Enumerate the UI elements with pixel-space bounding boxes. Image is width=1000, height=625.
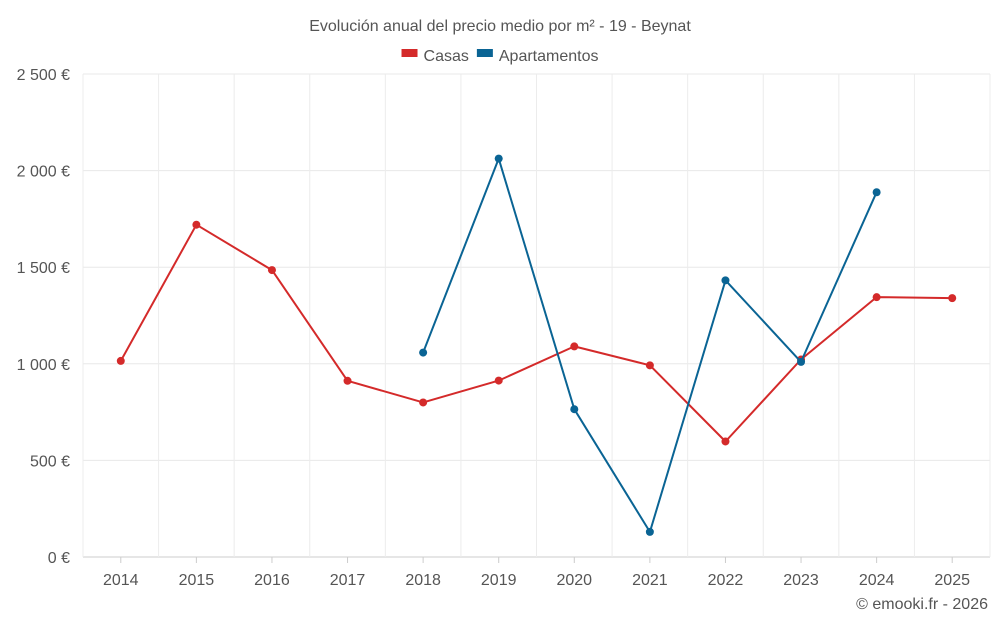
x-tick-label: 2020	[556, 572, 592, 589]
data-point-apartamentos-2023	[797, 357, 806, 366]
data-point-casas-2016	[267, 266, 276, 275]
data-point-casas-2025	[948, 294, 957, 303]
legend-swatch-apartamentos	[476, 49, 493, 57]
data-point-apartamentos-2021	[645, 527, 654, 536]
data-point-apartamentos-2024	[872, 188, 881, 197]
x-tick-label: 2019	[481, 572, 517, 589]
x-tick-label: 2014	[103, 572, 139, 589]
x-tick-label: 2015	[179, 572, 215, 589]
data-point-apartamentos-2022	[721, 276, 730, 285]
x-tick-label: 2018	[405, 572, 441, 589]
x-axis: 2014 2015 2016 2017 2018 2019 2020 2021 2022 2023…	[103, 557, 970, 589]
data-point-apartamentos-2018	[419, 348, 428, 357]
data-point-apartamentos-2019	[494, 154, 503, 163]
x-tick-label: 2023	[783, 572, 819, 589]
y-tick-label: 2 000 €	[17, 164, 70, 181]
series-group	[116, 154, 957, 536]
legend-swatch-casas	[401, 49, 418, 57]
x-tick-label: 2025	[934, 572, 970, 589]
data-point-casas-2021	[645, 361, 654, 370]
x-tick-label: 2017	[330, 572, 366, 589]
x-tick-label: 2021	[632, 572, 668, 589]
y-tick-label: 0 €	[48, 550, 70, 567]
data-point-apartamentos-2020	[570, 405, 579, 414]
series-line-casas	[119, 223, 953, 443]
credit-text: © emooki.fr - 2026	[856, 596, 988, 613]
y-axis: 0 € 500 € 1 000 € 1 500 € 2 000 € 2 500 €	[17, 67, 70, 567]
series-casas	[116, 220, 957, 446]
data-point-casas-2017	[343, 376, 352, 385]
data-point-casas-2022	[721, 437, 730, 446]
x-tick-label: 2016	[254, 572, 290, 589]
data-point-casas-2020	[570, 342, 579, 351]
data-point-casas-2019	[494, 376, 503, 385]
legend-label-apartamentos: Apartamentos	[499, 48, 599, 65]
y-tick-label: 500 €	[30, 453, 70, 470]
series-line-apartamentos	[422, 157, 878, 533]
x-tick-label: 2022	[708, 572, 744, 589]
y-tick-label: 1 000 €	[17, 357, 70, 374]
data-point-casas-2024	[872, 293, 881, 302]
chart-title: Evolución anual del precio medio por m² …	[309, 18, 691, 35]
legend-label-casas: Casas	[424, 48, 469, 65]
data-point-casas-2018	[419, 398, 428, 407]
data-point-casas-2015	[192, 220, 201, 229]
x-tick-label: 2024	[859, 572, 895, 589]
legend: Casas Apartamentos	[401, 48, 599, 65]
data-point-casas-2014	[116, 356, 125, 365]
y-tick-label: 2 500 €	[17, 67, 70, 84]
y-tick-label: 1 500 €	[17, 260, 70, 277]
series-apartamentos	[419, 154, 881, 536]
grid	[82, 73, 991, 558]
